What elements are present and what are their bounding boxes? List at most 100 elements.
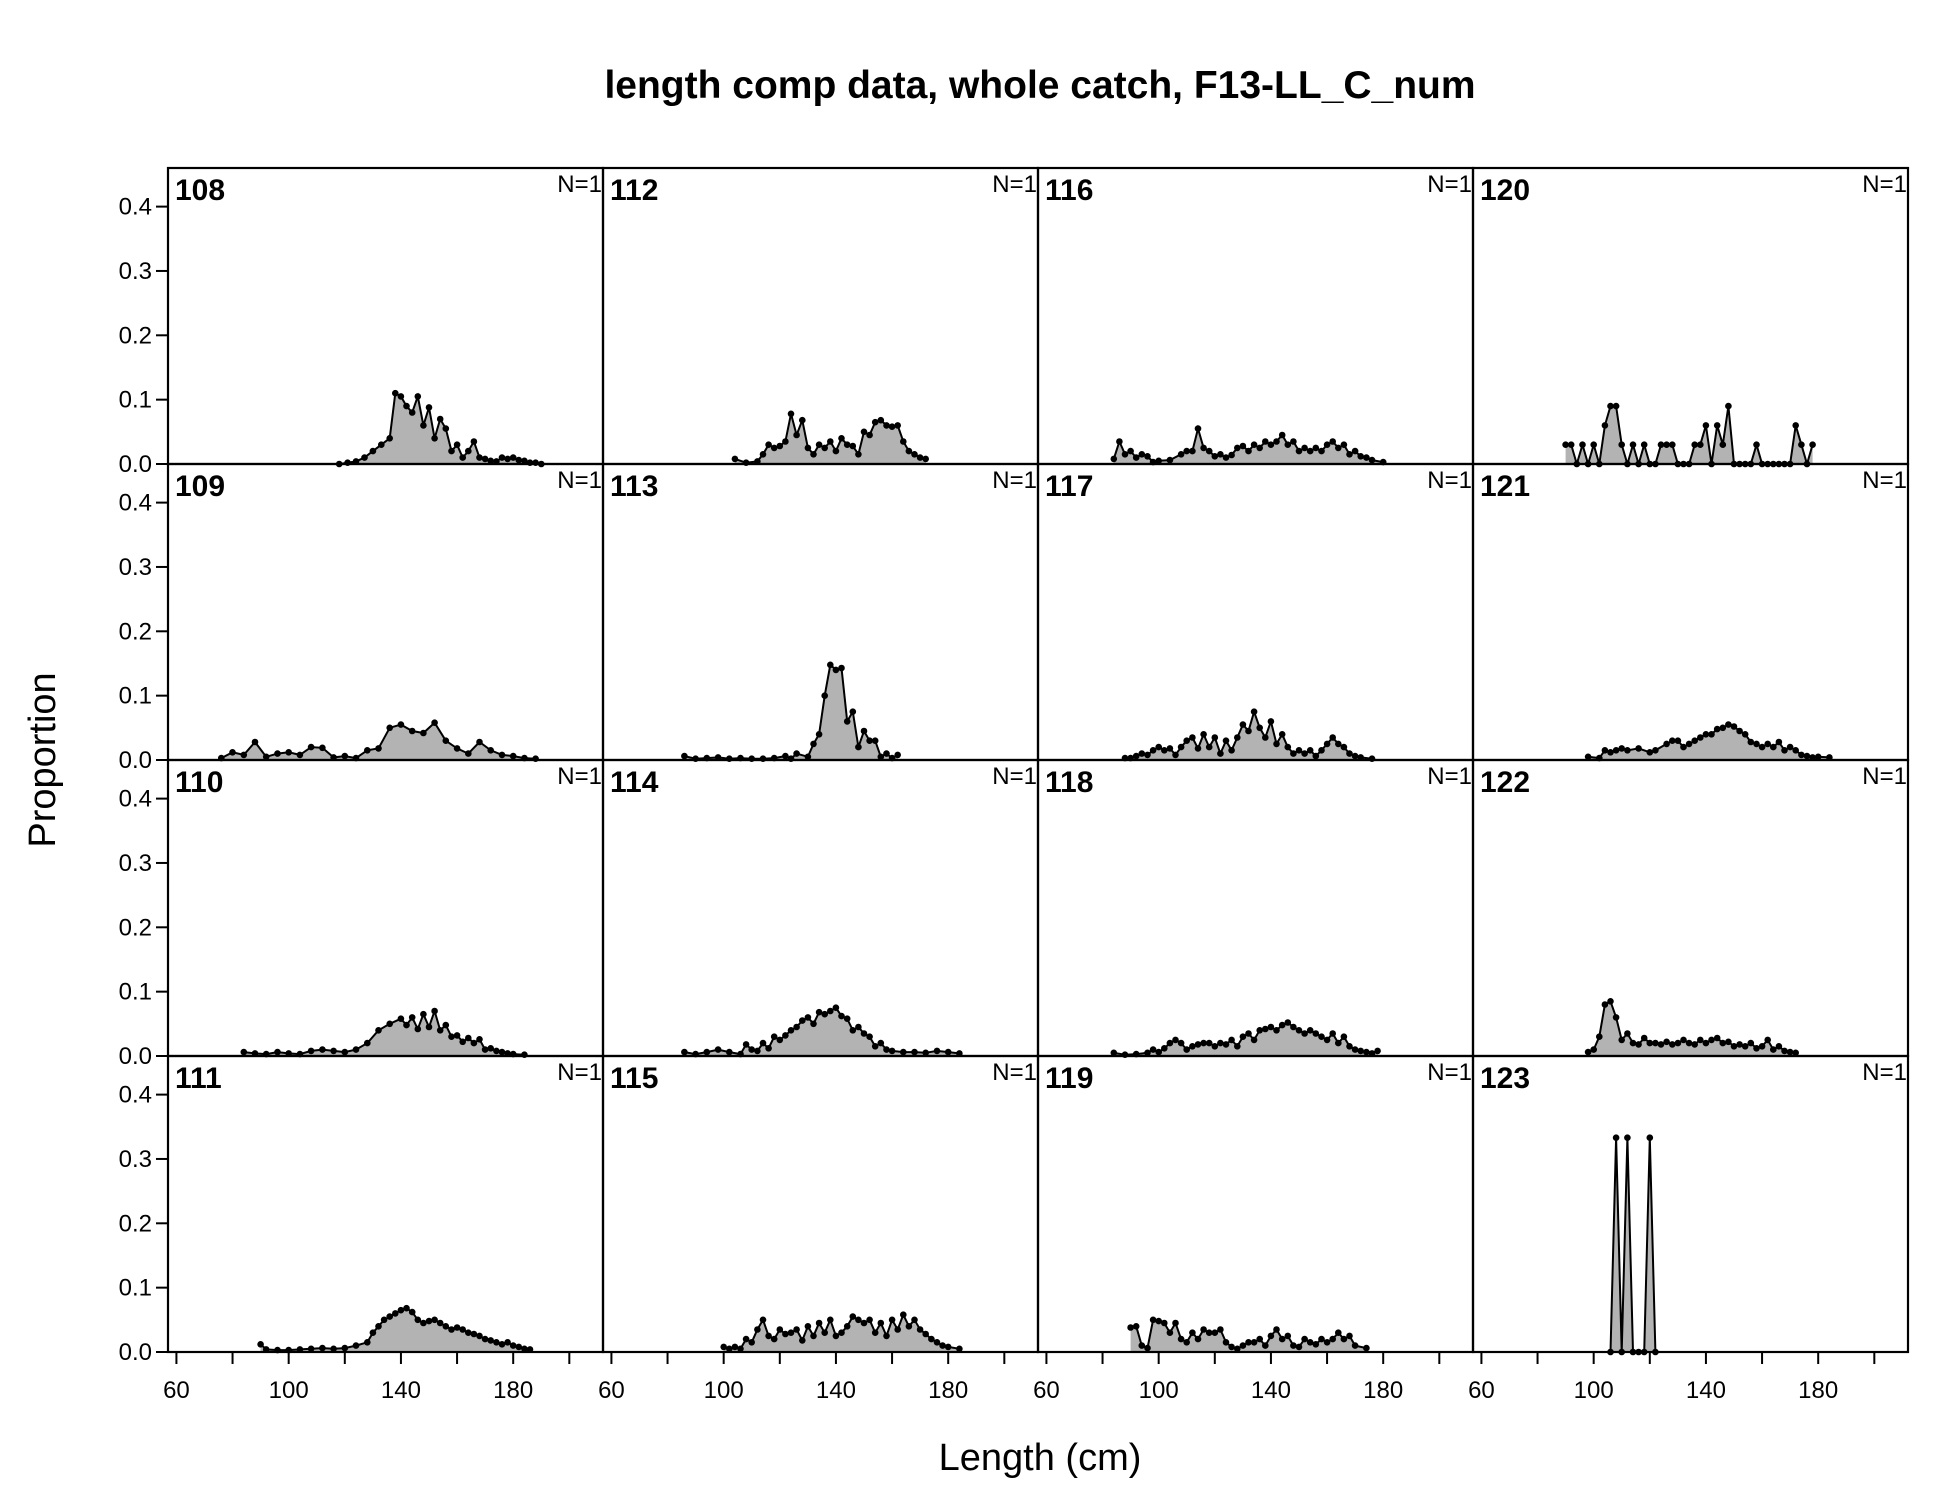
data-point [1312,752,1320,760]
data-point [1357,1047,1364,1055]
panel-116: 116 N=1 [1036,166,1475,466]
data-point [894,751,901,759]
data-point [1155,743,1162,751]
data-point [1121,451,1129,458]
data-point [470,1330,478,1338]
data-point [1624,747,1631,754]
data-point [397,1015,405,1022]
data-point [860,727,868,735]
panel-label: 119 [1045,1062,1093,1095]
data-point [770,1335,778,1343]
data-point [262,753,270,761]
data-point [810,740,817,748]
panel-frame [166,758,605,1058]
data-point [1657,1041,1665,1048]
data-point [1764,740,1771,748]
data-point [1177,451,1185,458]
area-fill [260,1308,530,1352]
data-point [1775,1043,1783,1050]
data-point [442,737,450,744]
data-point [330,1047,337,1055]
data-point [1663,1038,1670,1046]
y-tick-label: 0.4 [119,1082,152,1109]
data-point [726,1048,733,1056]
data-point [804,444,812,452]
data-point [487,1045,495,1052]
data-point [352,1342,360,1349]
data-point [956,1345,963,1353]
data-point [1290,438,1297,445]
data-point [793,1023,800,1031]
data-point [498,751,506,759]
data-point [894,1326,901,1333]
data-point [1652,1039,1659,1047]
data-point [1273,740,1280,748]
data-point [1612,1014,1620,1021]
x-tick-label: 140 [381,1377,421,1404]
data-point [916,1326,924,1333]
data-point [1567,441,1575,449]
data-point [860,1030,868,1037]
data-point [307,743,315,751]
data-point [476,1332,483,1340]
data-point [1161,1045,1168,1052]
panel-110: 110 N=1 [166,758,605,1058]
data-point [1713,422,1721,429]
data-point [1301,1030,1308,1037]
data-point [1267,1023,1275,1031]
data-point [843,1015,851,1022]
data-point [515,1343,523,1351]
data-point [1562,441,1569,449]
data-point [386,724,394,732]
data-point [487,1337,495,1344]
data-point [866,1316,873,1324]
data-point [1329,438,1336,445]
data-point [1363,1344,1370,1352]
data-point [1607,402,1614,410]
data-point [1306,447,1314,455]
data-point [1234,444,1241,452]
panel-label: 115 [610,1062,658,1095]
n-label: N=1 [1427,763,1472,790]
data-point [436,1027,444,1034]
data-point [877,1039,885,1047]
data-point [1697,734,1704,741]
data-point [1323,1036,1331,1044]
data-point [782,1330,789,1338]
y-tick-label: 0.2 [119,1210,152,1237]
area-fill [1125,711,1372,760]
x-tick-label: 140 [1251,1377,1291,1404]
data-point [1713,725,1721,733]
panel-label: 114 [610,766,659,799]
data-point [1228,747,1235,754]
data-point [1612,402,1620,410]
data-point [1753,740,1760,748]
data-point [1301,750,1308,757]
data-point [352,1046,360,1053]
data-point [855,451,862,458]
data-point [1775,738,1783,746]
data-point [1697,441,1704,449]
panel-label: 116 [1045,174,1093,207]
data-point [782,1032,789,1039]
panel-112: 112 N=1 [601,166,1040,467]
data-point [944,1343,952,1351]
data-point [1323,441,1331,449]
panel-111: 111 N=1 [166,1054,605,1354]
data-point [1340,743,1348,751]
data-point [827,1007,834,1015]
data-point [307,1345,315,1353]
data-point [737,1345,744,1353]
panel-label: 118 [1045,766,1093,799]
data-point [832,1332,840,1340]
data-point [748,1339,755,1346]
data-point [1172,751,1179,759]
data-point [815,1319,823,1327]
data-point [1267,718,1275,725]
data-point [810,1020,817,1028]
data-point [843,718,851,725]
data-point [470,1039,478,1047]
panel-frame [601,166,1040,466]
data-point [1183,1046,1190,1053]
